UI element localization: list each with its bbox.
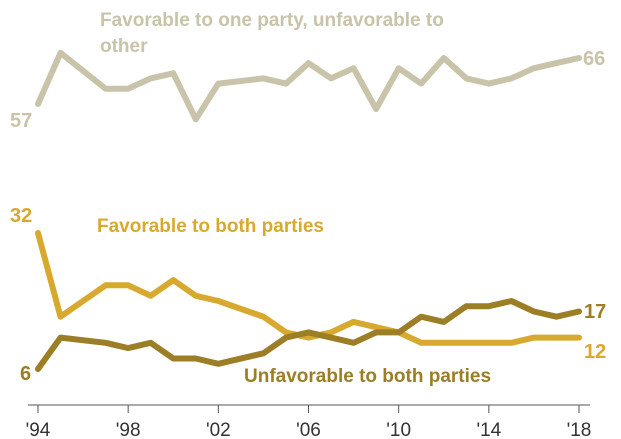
series-label-both-unfavorable: Unfavorable to both parties — [244, 366, 491, 387]
start-label-both-unfavorable: 6 — [20, 363, 31, 385]
end-label-both-unfavorable: 17 — [584, 301, 606, 323]
series-label-one-party-line1: Favorable to one party, unfavorable to — [100, 10, 444, 31]
x-tick-label: '94 — [26, 420, 51, 439]
x-tick-label: '10 — [386, 420, 411, 439]
x-axis-ticks: '94 '98 '02 '06 '10 '14 '18 — [26, 405, 592, 439]
series-label-one-party-line2: other — [100, 36, 148, 57]
series-lines — [35, 49, 582, 372]
start-label-both-favorable: 32 — [10, 205, 32, 227]
x-tick-label: '18 — [567, 420, 592, 439]
series-line-2 — [35, 298, 582, 372]
series-line-0 — [35, 49, 582, 123]
series-label-both-favorable: Favorable to both parties — [97, 216, 324, 237]
x-tick-label: '14 — [476, 420, 501, 439]
end-label-one-party: 66 — [583, 48, 605, 70]
x-tick-label: '06 — [296, 420, 321, 439]
series-line-1 — [35, 230, 582, 346]
x-tick-label: '02 — [206, 420, 231, 439]
start-label-one-party: 57 — [10, 110, 32, 132]
end-label-both-favorable: 12 — [584, 341, 606, 363]
x-tick-label: '98 — [116, 420, 141, 439]
x-axis: '94 '98 '02 '06 '10 '14 '18 — [26, 404, 592, 439]
